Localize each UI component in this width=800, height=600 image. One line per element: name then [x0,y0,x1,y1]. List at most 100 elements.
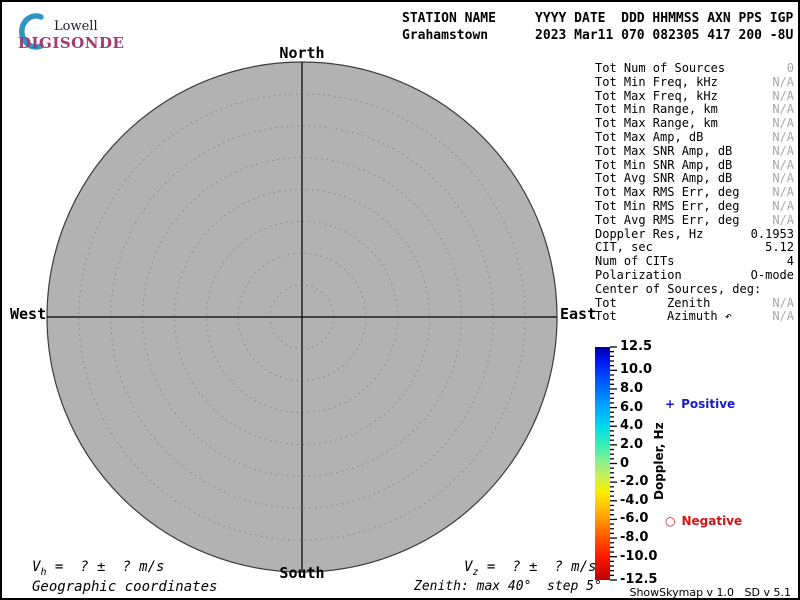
compass-south-label: South [279,564,325,582]
stats-label: Tot Max RMS Err, deg [595,185,740,200]
stats-row: Tot Max Freq, kHz N/A [595,88,794,104]
stats-label: Tot Max Range, km [595,116,718,131]
stats-label: Tot [595,309,617,324]
logo-lowell-text: Lowell [54,19,98,34]
colorbar-tick-label: 4.0 [620,418,644,434]
header-col-value: -8U [769,28,794,43]
header-col-value: Grahamstown [402,28,489,43]
header-col-label: HHMMSS [652,11,700,26]
stats-value: N/A [772,309,794,324]
colorbar-tick-label: -12.5 [620,572,658,587]
header-col-value: 200 [738,28,762,43]
stats-value: N/A [772,102,794,117]
stats-row: Tot Min Freq, kHz N/A [595,74,794,90]
stats-row: Tot Min Range, km N/A [595,103,794,117]
plus-marker-icon: + [665,397,676,411]
colorbar-tick-label: -8.0 [620,530,649,546]
stats-row: Tot Num of Sources 0 [595,61,794,76]
stats-label: Tot Min Range, km [595,102,718,117]
colorbar-axis-title: Doppler, Hz [652,422,666,500]
colorbar-tick-label: -2.0 [620,474,649,490]
stats-value: N/A [772,116,794,131]
stats-row: Tot Avg RMS Err, deg N/A [595,212,794,228]
legend-positive: + Positive [665,397,735,411]
header-col-value: 082305 [652,28,700,43]
stats-label: Center of Sources, deg: [595,281,762,296]
stats-row: Tot Zenith N/A [595,295,794,311]
zenith-range-note: Zenith: max 40° step 5° [414,579,602,594]
colorbar-tick-label: -6.0 [620,511,649,527]
header-table: STATION NAME YYYY DATE DDD HHMMSS AXN PPS IGP Gr… [402,10,793,44]
header-col-label: DDD [621,11,645,26]
header-col-label: PPS [738,11,762,26]
header-col-label: IGP [769,11,794,26]
stats-row: Tot Min SNR Amp, dB N/A [595,157,794,173]
stats-value: N/A [772,185,794,200]
stats-value: N/A [772,157,794,172]
colorbar-tick-label: -10.0 [620,548,658,564]
colorbar-tick-label: 8.0 [620,380,644,396]
stats-label: Tot Num of Sources [595,61,726,75]
stats-row: Tot Max Range, km N/A [595,116,794,131]
compass-north-label: North [279,44,325,62]
header-col-value: 070 [621,28,645,43]
stats-value: 0 [786,61,794,75]
stats-row: Doppler Res, Hz 0.1953 [595,226,794,242]
stats-value: N/A [772,198,794,213]
stats-row: Tot Avg SNR Amp, dB N/A [595,172,794,186]
colorbar-tick-label: 0 [620,455,630,471]
legend-negative: ○ Negative [665,514,742,528]
stats-label: Tot Avg SNR Amp, dB [595,171,733,186]
stats-value: N/A [772,171,794,186]
stats-row: Tot Max SNR Amp, dB N/A [595,143,794,159]
stats-label: CIT, sec [595,240,653,255]
header-col-label: DATE [574,11,606,26]
stats-value: 5.12 [765,240,794,255]
stats-row: Tot Max Amp, dB N/A [595,129,794,145]
colorbar-tick-label: 2.0 [620,436,644,452]
header-col-value: 2023 [535,28,567,43]
header-col-label: YYYY [535,11,567,26]
crescent-icon [19,13,44,50]
stats-value: N/A [772,88,794,103]
coordinates-note: Geographic coordinates [32,579,218,595]
stats-value: 4 [786,254,794,269]
colorbar-tick-label: 6.0 [620,399,644,415]
version-text: ShowSkymap v 1.0 SD v 5.1 [629,586,791,599]
header-col-label: AXN [707,11,731,26]
colorbar-tick-label: -4.0 [620,492,649,508]
stats-label: Num of CITs [595,254,675,269]
logo-digisonde-text: DIGISONDE [18,34,125,52]
stats-label: Tot Max Amp, dB [595,129,704,144]
colorbar-tick-label: 12.5 [620,339,653,354]
stats-value: N/A [772,129,794,144]
stats-value: N/A [772,74,794,89]
stats-label: Tot [595,295,617,310]
compass-west-label: West [10,305,47,323]
header-labels-row: STATION NAME YYYY DATE DDD HHMMSS AXN PPS IGP [402,10,793,27]
stats-row: Tot Azimuth ↶ N/A [595,309,794,324]
colorbar-tick-label: 10.0 [620,362,653,378]
stats-value: N/A [772,143,794,158]
stats-value: N/A [772,212,794,227]
stats-mid-label: Azimuth ↶ [667,309,733,324]
stats-label: Tot Max Freq, kHz [595,88,718,103]
legend-positive-label: Positive [681,397,736,411]
circle-marker-icon: ○ [665,514,676,528]
legend-negative-label: Negative [681,514,743,528]
stats-label: Tot Max SNR Amp, dB [595,143,733,158]
stats-label: Polarization [595,267,682,282]
horizontal-velocity-readout: Vh = ? ± ? m/s [32,559,165,578]
lowell-digisonde-logo: Lowell DIGISONDE [2,2,132,57]
stats-row: Polarization O-mode [595,267,794,283]
header-col-value: Mar11 [574,28,614,43]
stats-value: N/A [772,295,794,310]
stats-row: CIT, sec 5.12 [595,241,794,255]
stats-label: Tot Avg RMS Err, deg [595,212,740,227]
stats-row: Tot Min RMS Err, deg N/A [595,198,794,214]
stats-value: 0.1953 [750,226,794,241]
stats-label: Doppler Res, Hz [595,226,704,241]
stats-label: Tot Min Freq, kHz [595,74,718,89]
